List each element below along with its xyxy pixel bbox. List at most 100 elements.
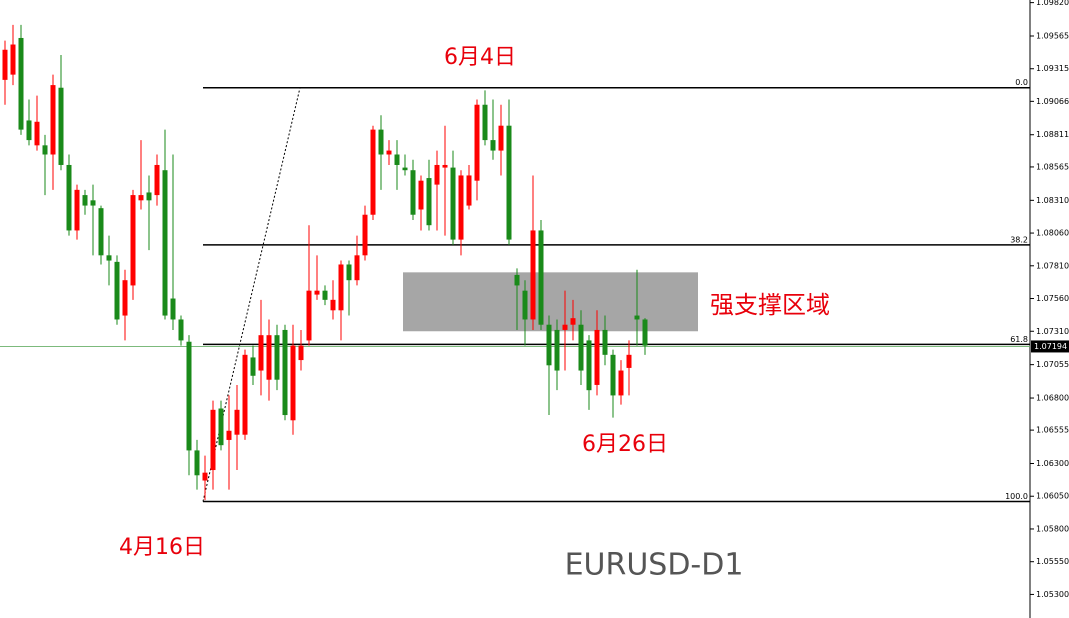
y-tick-label: 1.05550: [1036, 557, 1069, 566]
candle-body: [362, 214, 368, 256]
candle-body: [18, 37, 24, 130]
annotation: 4月16日: [119, 535, 205, 560]
candle-body: [282, 329, 288, 416]
candle-body: [322, 290, 328, 300]
fib-label: 0.0: [1015, 78, 1028, 87]
candle-body: [138, 195, 144, 201]
candle-body: [202, 472, 208, 481]
y-tick-label: 1.08310: [1036, 196, 1069, 205]
candle-body: [162, 170, 168, 316]
candle-body: [122, 280, 128, 316]
candle-body: [562, 324, 568, 330]
candle-body: [370, 129, 376, 215]
candle-body: [570, 318, 576, 325]
candle-body: [642, 319, 648, 346]
candle-body: [170, 298, 176, 320]
candle-body: [426, 178, 432, 226]
candle-body: [618, 370, 624, 396]
candle-body: [434, 164, 440, 185]
candle-body: [418, 180, 424, 210]
candle-body: [346, 264, 352, 281]
candle-body: [26, 120, 32, 141]
candle-body: [306, 290, 312, 341]
candle-body: [530, 230, 536, 320]
candle-body: [10, 44, 16, 75]
candle-body: [90, 200, 96, 206]
y-tick-label: 1.07055: [1036, 360, 1069, 369]
candle-body: [298, 345, 304, 361]
candle-body: [634, 315, 640, 320]
y-tick-label: 1.09820: [1036, 0, 1069, 7]
candle-body: [506, 125, 512, 240]
fib-label: 38.2: [1010, 235, 1028, 244]
candle-body: [210, 409, 216, 471]
candle-body: [482, 104, 488, 141]
candle-body: [146, 192, 152, 201]
candle-body: [378, 129, 384, 155]
candle-body: [178, 319, 184, 341]
y-tick-label: 1.06050: [1036, 492, 1069, 501]
candle-body: [490, 140, 496, 151]
candle-body: [154, 164, 160, 196]
current-price-box: [1031, 340, 1069, 353]
candle-body: [194, 450, 200, 476]
candle-body: [314, 290, 320, 295]
y-tick-label: 1.07310: [1036, 327, 1069, 336]
candle-body: [330, 299, 336, 311]
y-tick-label: 1.06555: [1036, 426, 1069, 435]
candle-body: [226, 430, 232, 440]
y-tick-label: 1.08565: [1036, 162, 1069, 171]
candle-body: [466, 175, 472, 206]
candle-body: [66, 164, 72, 231]
candle-body: [50, 85, 56, 155]
candle-body: [522, 290, 528, 320]
candle-body: [58, 87, 64, 165]
candle-body: [578, 324, 584, 371]
candle-body: [442, 164, 448, 168]
y-tick-label: 1.05800: [1036, 524, 1069, 533]
candle-body: [258, 335, 264, 371]
candle-body: [2, 49, 8, 80]
candle-body: [130, 195, 136, 286]
candle-body: [626, 354, 632, 368]
candle-body: [602, 329, 608, 355]
candle-body: [338, 264, 344, 311]
candle-body: [498, 125, 504, 151]
zone-label: 强支撑区域: [710, 291, 830, 319]
candle-body: [242, 354, 248, 435]
candle-body: [386, 150, 392, 155]
candle-body: [450, 167, 456, 240]
candle-body: [274, 335, 280, 380]
candle-body: [458, 175, 464, 240]
candle-body: [594, 329, 600, 385]
candle-body: [106, 255, 112, 261]
y-tick-label: 1.09315: [1036, 64, 1069, 73]
candle-body: [538, 230, 544, 325]
candle-body: [82, 195, 88, 206]
candle-body: [42, 145, 48, 155]
candle-body: [234, 409, 240, 435]
y-tick-label: 1.08060: [1036, 229, 1069, 238]
y-tick-label: 1.06300: [1036, 459, 1069, 468]
candle-body: [554, 329, 560, 371]
candle-body: [218, 408, 224, 446]
candle-body: [98, 208, 104, 256]
candle-body: [474, 104, 480, 181]
y-tick-label: 1.05300: [1036, 590, 1069, 599]
y-tick-label: 1.06800: [1036, 394, 1069, 403]
candle-body: [514, 274, 520, 286]
candle-body: [250, 357, 256, 376]
annotation: 6月26日: [582, 432, 668, 457]
fib-label: 61.8: [1010, 335, 1028, 344]
candle-body: [402, 167, 408, 171]
candle-body: [610, 354, 616, 396]
y-tick-label: 1.09066: [1036, 97, 1069, 106]
candle-body: [34, 121, 40, 146]
annotation: 6月4日: [444, 45, 516, 70]
candle-body: [186, 341, 192, 451]
candle-body: [74, 189, 80, 231]
candle-body: [546, 324, 552, 366]
candle-body: [394, 154, 400, 165]
candle-body: [266, 335, 272, 380]
